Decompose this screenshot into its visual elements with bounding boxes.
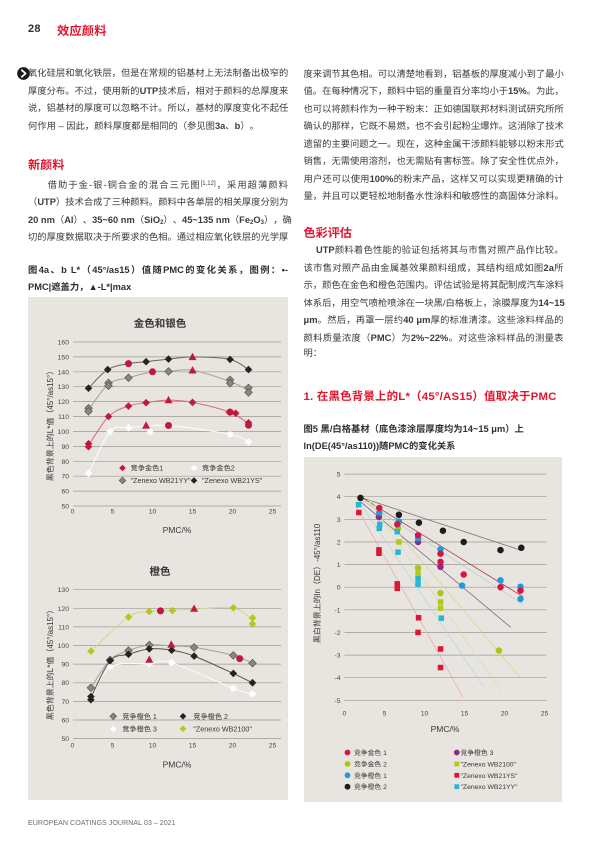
svg-text:-3: -3 xyxy=(334,650,340,660)
svg-text:90: 90 xyxy=(61,659,69,669)
svg-text:140: 140 xyxy=(58,366,70,376)
svg-text:竞争橙色 1: 竞争橙色 1 xyxy=(354,770,387,780)
svg-text:竞争橙色 1: 竞争橙色 1 xyxy=(122,712,157,722)
svg-text:-1: -1 xyxy=(334,604,340,614)
svg-text:130: 130 xyxy=(58,381,70,391)
svg-text:-4: -4 xyxy=(334,672,340,682)
svg-text:黑色背景上的L*值（45°/as15°）: 黑色背景上的L*值（45°/as15°） xyxy=(45,606,56,720)
svg-text:"Zenexo WB21YS": "Zenexo WB21YS" xyxy=(460,770,518,780)
svg-text:5: 5 xyxy=(111,740,115,750)
svg-text:竞争金色 1: 竞争金色 1 xyxy=(354,747,387,757)
svg-text:15: 15 xyxy=(460,708,468,718)
svg-text:25: 25 xyxy=(540,708,548,718)
svg-text:橙色: 橙色 xyxy=(150,564,171,579)
svg-text:10: 10 xyxy=(420,708,428,718)
svg-text:5: 5 xyxy=(382,708,386,718)
svg-text:PMC/%: PMC/% xyxy=(163,759,192,771)
svg-text:-5: -5 xyxy=(334,695,340,705)
svg-text:PMC/%: PMC/% xyxy=(163,524,192,536)
svg-text:110: 110 xyxy=(58,411,69,421)
svg-text:50: 50 xyxy=(61,733,69,743)
svg-text:黑白背景上的ln（DE）-45°/as110: 黑白背景上的ln（DE）-45°/as110 xyxy=(312,523,323,643)
svg-text:竞争橙色 2: 竞争橙色 2 xyxy=(354,781,387,791)
svg-text:"Zenexo WB21YS": "Zenexo WB21YS" xyxy=(202,476,263,486)
svg-text:竞争橙色 3: 竞争橙色 3 xyxy=(460,747,493,757)
svg-text:25: 25 xyxy=(269,740,277,750)
svg-text:4: 4 xyxy=(336,491,340,501)
svg-text:20: 20 xyxy=(229,506,237,516)
svg-text:竞争金色2: 竞争金色2 xyxy=(202,464,235,474)
svg-text:10: 10 xyxy=(149,740,157,750)
svg-text:"Zenexo WB2100": "Zenexo WB2100" xyxy=(193,724,252,734)
svg-text:5: 5 xyxy=(336,469,340,479)
svg-text:金色和银色: 金色和银色 xyxy=(134,316,187,331)
svg-text:25: 25 xyxy=(269,506,277,516)
svg-text:竞争金色 2: 竞争金色 2 xyxy=(354,758,387,768)
svg-text:120: 120 xyxy=(58,603,70,613)
svg-text:60: 60 xyxy=(61,486,69,496)
svg-text:0: 0 xyxy=(71,506,75,516)
svg-text:150: 150 xyxy=(58,351,70,361)
svg-text:0: 0 xyxy=(71,740,75,750)
svg-text:-2: -2 xyxy=(334,627,340,637)
svg-text:160: 160 xyxy=(58,337,70,347)
svg-text:110: 110 xyxy=(58,621,69,631)
svg-text:20: 20 xyxy=(500,708,508,718)
svg-text:黑色背景上的L*值（45°/as15°）: 黑色背景上的L*值（45°/as15°） xyxy=(45,367,56,481)
svg-text:0: 0 xyxy=(342,708,346,718)
svg-text:90: 90 xyxy=(61,441,69,451)
svg-text:竞争橙色 3: 竞争橙色 3 xyxy=(122,724,157,734)
svg-text:60: 60 xyxy=(61,715,69,725)
svg-text:20: 20 xyxy=(229,740,237,750)
svg-text:70: 70 xyxy=(61,696,69,706)
svg-text:80: 80 xyxy=(61,677,69,687)
svg-text:5: 5 xyxy=(111,506,115,516)
svg-text:50: 50 xyxy=(61,501,69,511)
svg-text:130: 130 xyxy=(58,584,70,594)
svg-text:1: 1 xyxy=(336,559,340,569)
svg-text:"Zenexo WB21YY": "Zenexo WB21YY" xyxy=(131,476,192,486)
svg-text:"Zenexo WB2100": "Zenexo WB2100" xyxy=(460,758,516,768)
svg-text:15: 15 xyxy=(189,740,197,750)
svg-text:竞争金色1: 竞争金色1 xyxy=(131,464,164,474)
svg-text:10: 10 xyxy=(149,506,157,516)
svg-text:15: 15 xyxy=(189,506,197,516)
svg-text:PMC/%: PMC/% xyxy=(430,723,459,735)
svg-text:70: 70 xyxy=(61,471,69,481)
svg-text:120: 120 xyxy=(58,396,70,406)
svg-text:"Zenexo WB21YY": "Zenexo WB21YY" xyxy=(460,781,518,791)
svg-text:2: 2 xyxy=(336,537,340,547)
svg-text:100: 100 xyxy=(58,640,70,650)
svg-text:80: 80 xyxy=(61,456,69,466)
svg-text:3: 3 xyxy=(336,514,340,524)
svg-text:100: 100 xyxy=(58,426,70,436)
svg-text:0: 0 xyxy=(336,582,340,592)
svg-text:竞争橙色 2: 竞争橙色 2 xyxy=(193,712,228,722)
